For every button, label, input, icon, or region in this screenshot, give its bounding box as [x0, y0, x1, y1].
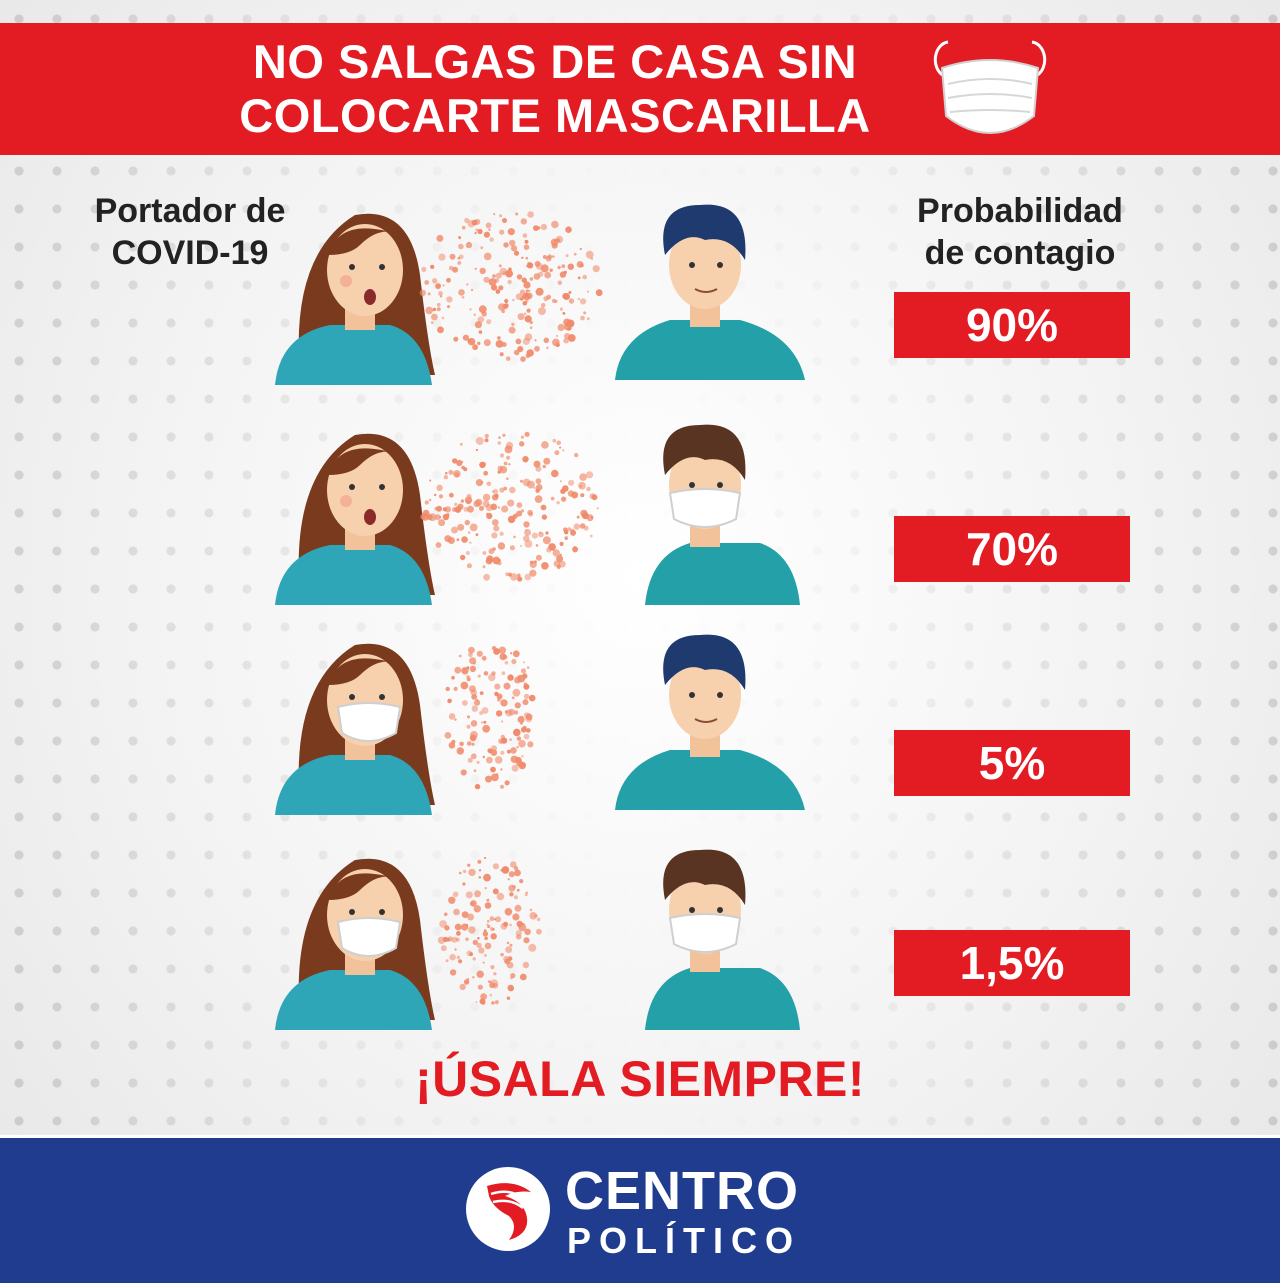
- probability-column-header: Probabilidad de contagio: [917, 192, 1123, 272]
- probability-badge-row-3: 5%: [894, 730, 1130, 796]
- scene-row-2: [275, 424, 800, 605]
- scene-row-3: [275, 634, 805, 815]
- slogan: ¡ÚSALA SIEMPRE!: [414, 1051, 866, 1107]
- page-title: NO SALGAS DE CASA SIN COLOCARTE MASCARIL…: [239, 35, 871, 142]
- receiver-person: [645, 424, 800, 605]
- probability-badge-row-2: 70%: [894, 516, 1130, 582]
- probability-badge-row-1: 90%: [894, 292, 1130, 358]
- title-banner: NO SALGAS DE CASA SIN COLOCARTE MASCARIL…: [0, 23, 1280, 155]
- receiver-person: [645, 849, 800, 1030]
- droplet-cloud: [419, 211, 603, 362]
- receiver-person: [615, 204, 805, 380]
- receiver-person: [615, 634, 805, 810]
- scene-row-4: [275, 849, 800, 1030]
- centro-politico-logo-icon: [466, 1167, 550, 1251]
- carrier-person: [275, 643, 435, 815]
- carrier-person: [275, 213, 435, 385]
- carrier-person: [275, 858, 435, 1030]
- receiver-face-mask: [668, 488, 742, 528]
- carrier-column-header: Portador de COVID-19: [94, 192, 286, 272]
- droplet-cloud: [420, 431, 599, 582]
- receiver-face-mask: [668, 913, 742, 953]
- footer: CENTRO POLÍTICO: [0, 1135, 1280, 1283]
- scene-row-1: [275, 204, 805, 385]
- logo-wordmark-line2: POLÍTICO: [567, 1220, 801, 1261]
- droplet-cloud: [444, 646, 536, 790]
- carrier-face-mask: [336, 917, 402, 957]
- carrier-person: [275, 433, 435, 605]
- droplet-cloud: [437, 856, 542, 1006]
- face-mask-icon: [933, 40, 1047, 134]
- logo-wordmark-line1: CENTRO: [565, 1161, 799, 1221]
- probability-badge-row-4: 1,5%: [894, 930, 1130, 996]
- carrier-face-mask: [336, 702, 402, 742]
